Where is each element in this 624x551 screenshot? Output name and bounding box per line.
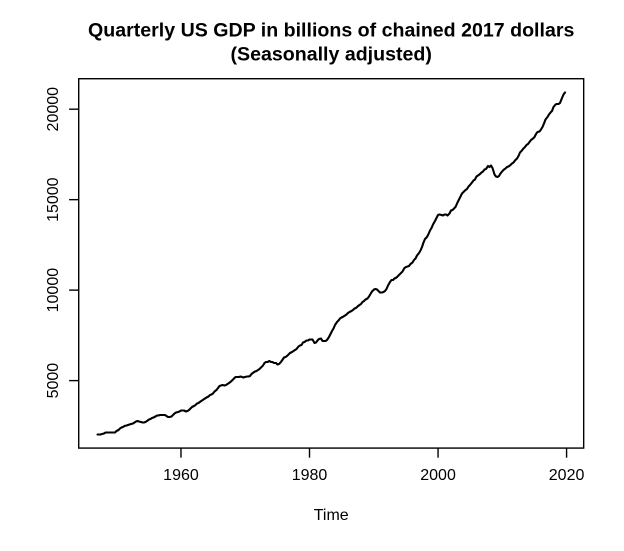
svg-text:5000: 5000 xyxy=(45,363,62,399)
svg-text:(Seasonally adjusted): (Seasonally adjusted) xyxy=(230,43,431,65)
svg-text:Time: Time xyxy=(314,507,349,524)
svg-text:15000: 15000 xyxy=(45,177,62,222)
svg-text:2020: 2020 xyxy=(549,467,585,484)
svg-text:1960: 1960 xyxy=(163,467,199,484)
svg-text:2000: 2000 xyxy=(420,467,456,484)
svg-text:Quarterly US GDP in billions o: Quarterly US GDP in billions of chained … xyxy=(88,20,574,42)
svg-text:20000: 20000 xyxy=(45,87,62,132)
svg-text:10000: 10000 xyxy=(45,268,62,313)
svg-text:1980: 1980 xyxy=(292,467,328,484)
